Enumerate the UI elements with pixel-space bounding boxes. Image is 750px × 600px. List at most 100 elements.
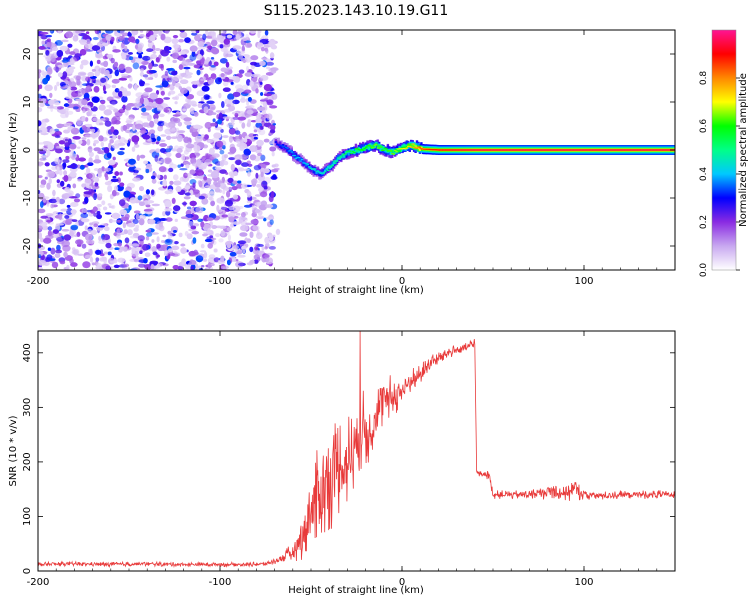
noise-speckle [91,68,96,72]
noise-speckle [62,196,68,200]
noise-speckle [60,180,65,187]
noise-speckle [118,77,128,81]
noise-speckle [195,30,200,34]
noise-speckle [38,72,41,79]
track-cell [334,162,337,164]
track-cell [439,149,442,151]
noise-speckle [94,30,99,34]
noise-speckle [99,253,105,257]
noise-speckle [51,261,59,269]
noise-speckle [127,52,133,55]
noise-speckle [244,72,253,77]
noise-speckle [65,155,70,160]
noise-speckle [197,102,203,108]
colorbar-ticks: 0.00.20.40.60.8 [699,71,740,277]
colorbar-label: Normalized spectral amplitude [738,73,749,227]
noise-speckle [172,114,181,117]
noise-speckle [128,83,133,88]
noise-speckle [260,154,266,161]
track-cell [558,149,561,151]
track-cell [335,156,339,161]
track-cell [600,149,604,151]
noise-speckle [47,247,52,251]
noise-speckle [84,254,93,259]
noise-speckle [156,136,161,142]
noise-speckle [213,132,222,139]
noise-speckle [209,184,217,190]
noise-speckle [117,242,122,247]
colorbar: 0.00.20.40.60.8 Normalized spectral ampl… [699,29,749,277]
noise-speckle [220,67,227,72]
noise-speckle [90,256,94,263]
track-cell [663,149,666,151]
noise-speckle [103,206,108,211]
noise-speckle [265,48,269,54]
noise-speckle [91,262,96,266]
noise-speckle [44,118,49,123]
track-cell [627,149,630,151]
track-cell [648,149,652,151]
noise-speckle [70,77,74,82]
noise-speckle [269,105,278,109]
noise-speckle [119,171,123,176]
noise-speckle [126,223,135,228]
noise-speckle [226,190,231,198]
x-tick-label: -200 [27,577,50,588]
noise-speckle [150,137,157,142]
noise-speckle [188,228,197,232]
noise-speckle [224,199,233,207]
noise-speckle [112,129,119,136]
noise-speckle [210,65,216,68]
noise-speckle [197,53,203,60]
noise-speckle [185,213,194,218]
noise-speckle [261,57,268,60]
noise-speckle [56,50,64,57]
noise-speckle [227,259,231,266]
noise-speckle [62,244,71,252]
noise-speckle [154,72,158,78]
noise-speckle [232,35,236,38]
noise-speckle [108,218,113,224]
track-cell [372,146,375,149]
noise-speckle [59,82,66,87]
track-cell [532,149,535,151]
noise-speckle [180,243,186,247]
noise-speckle [139,154,146,159]
noise-speckle [249,80,254,88]
track-cell [495,149,499,151]
noise-speckle [204,158,212,165]
noise-speckle [179,51,187,55]
noise-speckle [54,40,63,46]
noise-speckle [69,231,74,237]
noise-speckle [172,52,179,59]
noise-speckle [220,128,224,133]
noise-speckle [131,246,136,254]
noise-speckle [47,230,52,237]
noise-speckle [139,30,144,33]
noise-speckle [227,234,231,241]
y-tick-label: 0 [22,147,33,153]
noise-speckle [249,145,258,153]
noise-speckle [251,178,258,185]
track-cell [279,144,282,146]
track-cell [283,145,286,149]
noise-speckle [138,214,146,220]
y-tick-label: 20 [22,48,33,61]
track-cell [283,145,286,147]
noise-speckle [175,186,182,192]
noise-speckle [143,258,148,264]
track-cell [370,146,374,148]
noise-speckle [66,207,73,216]
noise-speckle [141,60,149,65]
track-cell [378,147,381,149]
noise-speckle [54,253,61,258]
track-cell [517,149,521,151]
noise-speckle [211,225,218,229]
track-cell [414,147,417,149]
track-cell [511,149,515,151]
noise-speckle [125,186,132,192]
noise-speckle [122,125,128,131]
noise-speckle [60,208,68,212]
noise-speckle [232,45,242,50]
